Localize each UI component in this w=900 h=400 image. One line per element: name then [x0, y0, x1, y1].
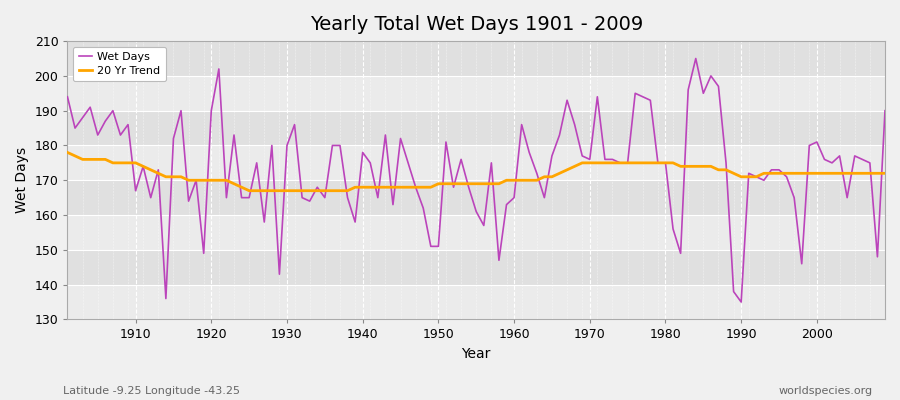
- Y-axis label: Wet Days: Wet Days: [15, 147, 29, 213]
- Wet Days: [736, 300, 747, 304]
- 20 Yr Trend: [297, 188, 308, 193]
- Bar: [68, 146, 885, 180]
- Bar: [68, 41, 885, 76]
- 20 Yr Trend: [342, 188, 353, 193]
- Line: 20 Yr Trend: 20 Yr Trend: [68, 152, 885, 191]
- Bar: [68, 215, 885, 250]
- 20 Yr Trend: [508, 178, 519, 183]
- Wet Days: [508, 195, 519, 200]
- Bar: [68, 111, 885, 146]
- Title: Yearly Total Wet Days 1901 - 2009: Yearly Total Wet Days 1901 - 2009: [310, 15, 643, 34]
- 20 Yr Trend: [517, 178, 527, 183]
- 20 Yr Trend: [122, 160, 133, 165]
- Wet Days: [62, 94, 73, 99]
- Wet Days: [335, 143, 346, 148]
- Bar: [68, 76, 885, 111]
- Wet Days: [690, 56, 701, 61]
- Text: Latitude -9.25 Longitude -43.25: Latitude -9.25 Longitude -43.25: [63, 386, 240, 396]
- Wet Days: [599, 157, 610, 162]
- Bar: [68, 180, 885, 215]
- Wet Days: [879, 108, 890, 113]
- Bar: [68, 285, 885, 320]
- Wet Days: [122, 122, 133, 127]
- 20 Yr Trend: [608, 160, 618, 165]
- X-axis label: Year: Year: [462, 347, 490, 361]
- Wet Days: [501, 202, 512, 207]
- 20 Yr Trend: [879, 171, 890, 176]
- 20 Yr Trend: [244, 188, 255, 193]
- 20 Yr Trend: [62, 150, 73, 155]
- Bar: [68, 250, 885, 285]
- Text: worldspecies.org: worldspecies.org: [778, 386, 873, 396]
- Line: Wet Days: Wet Days: [68, 58, 885, 302]
- Legend: Wet Days, 20 Yr Trend: Wet Days, 20 Yr Trend: [73, 47, 166, 81]
- Wet Days: [289, 122, 300, 127]
